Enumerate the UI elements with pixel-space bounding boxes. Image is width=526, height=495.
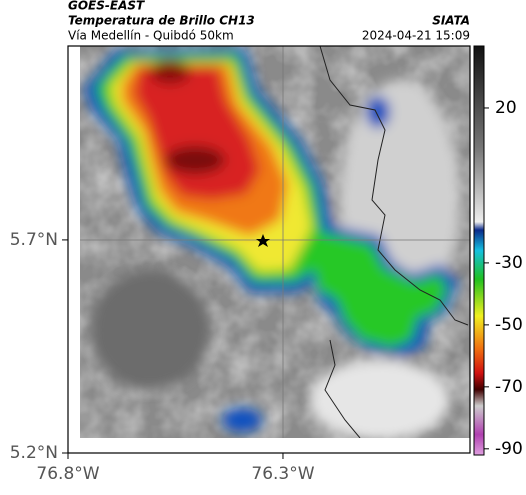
timestamp: 2024-04-21 15:09: [362, 29, 470, 43]
x-tick-label: 76.3°W: [251, 464, 314, 484]
source: SIATA: [432, 14, 470, 28]
y-tick-label: 5.2°N: [10, 443, 58, 463]
colorbar-tick-label: 20: [495, 98, 517, 118]
colorbar-tick-label: -90: [495, 439, 523, 459]
satellite-image: [80, 46, 470, 438]
x-tick-label: 76.8°W: [36, 464, 99, 484]
title: GOES-EAST: [68, 0, 145, 13]
colorbar-tick-label: -30: [495, 253, 523, 273]
map-frame: [67, 45, 471, 454]
colorbar: [473, 45, 485, 456]
station-marker: [256, 234, 270, 247]
colorbar-tick-label: -70: [495, 377, 523, 397]
route: Vía Medellín - Quibdó 50km: [68, 29, 234, 43]
y-tick-label: 5.7°N: [10, 230, 58, 250]
colorbar-tick-label: -50: [495, 315, 523, 335]
subtitle: Temperatura de Brillo CH13: [68, 14, 255, 28]
